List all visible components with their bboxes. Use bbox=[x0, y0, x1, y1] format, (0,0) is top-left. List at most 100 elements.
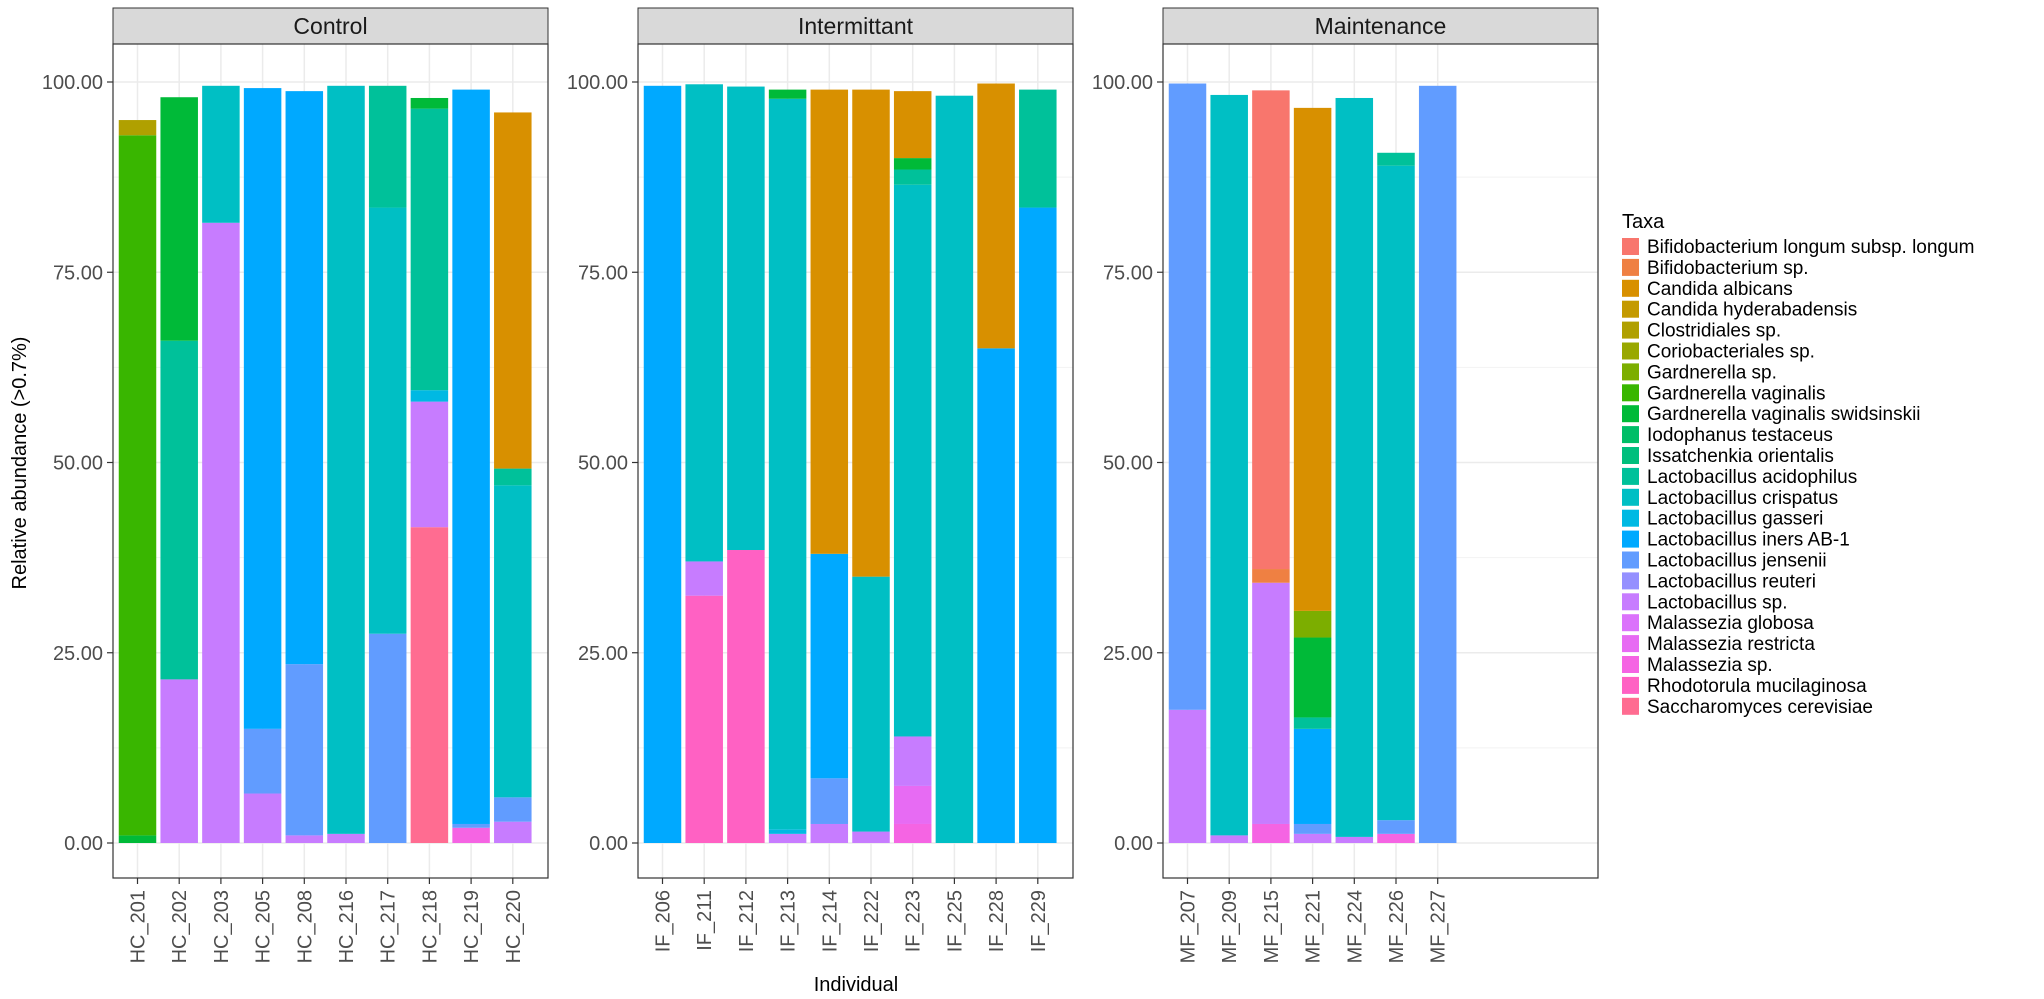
y-tick-label: 100.00 bbox=[567, 72, 628, 94]
x-tick-label: HC_219 bbox=[461, 890, 483, 963]
x-tick-label: IF_222 bbox=[861, 890, 883, 952]
panel-border bbox=[637, 43, 1074, 879]
x-tick-label: HC_205 bbox=[253, 890, 275, 963]
bar-segment bbox=[893, 823, 932, 843]
bar-segment bbox=[810, 778, 849, 824]
legend-label: Malassezia sp. bbox=[1647, 655, 1773, 676]
legend-swatch bbox=[1622, 614, 1639, 632]
x-tick-label: MF_221 bbox=[1303, 890, 1325, 963]
bar-segment bbox=[1168, 83, 1207, 710]
legend-swatch bbox=[1622, 426, 1639, 444]
y-tick-label: 25.00 bbox=[1103, 643, 1153, 665]
bar-segment bbox=[1019, 89, 1057, 208]
bar-segment bbox=[494, 485, 532, 798]
legend-swatch bbox=[1622, 488, 1639, 506]
bar-segment bbox=[1293, 107, 1332, 611]
bar-segment bbox=[685, 595, 723, 843]
bar-segment bbox=[685, 561, 723, 596]
y-tick-label: 100.00 bbox=[42, 72, 103, 94]
bar-segment bbox=[410, 401, 449, 528]
bar-segment bbox=[410, 527, 449, 843]
y-tick-label: 50.00 bbox=[578, 453, 628, 475]
bar-segment bbox=[327, 85, 365, 834]
bar-segment bbox=[285, 91, 324, 665]
x-tick-label: IF_206 bbox=[653, 890, 675, 952]
panel-title: Intermittant bbox=[798, 13, 914, 39]
legend-label: Malassezia restricta bbox=[1647, 634, 1815, 655]
y-tick-label: 50.00 bbox=[1103, 453, 1153, 475]
bar-segment bbox=[160, 97, 198, 341]
legend-label: Gardnerella vaginalis swidsinskii bbox=[1647, 404, 1921, 425]
panel-title: Maintenance bbox=[1315, 13, 1447, 39]
legend-swatch bbox=[1622, 572, 1639, 590]
legend-label: Candida albicans bbox=[1647, 279, 1793, 300]
legend-swatch bbox=[1622, 258, 1639, 276]
bar-segment bbox=[893, 158, 932, 170]
legend-swatch bbox=[1622, 447, 1639, 464]
bar-segment bbox=[1252, 582, 1290, 824]
legend-label: Saccharomyces cerevisiae bbox=[1647, 697, 1873, 718]
bar-segment bbox=[1019, 207, 1057, 843]
bar-segment bbox=[410, 108, 449, 391]
bar-segment bbox=[452, 827, 490, 843]
panel-strip bbox=[1162, 7, 1599, 45]
bar-segment bbox=[202, 85, 240, 223]
bar-segment bbox=[810, 823, 849, 843]
legend-label: Lactobacillus jensenii bbox=[1647, 551, 1827, 572]
legend-label: Issatchenkia orientalis bbox=[1647, 446, 1834, 467]
legend-swatch bbox=[1622, 551, 1639, 569]
bar-segment bbox=[1252, 823, 1290, 843]
x-tick-label: HC_202 bbox=[169, 890, 191, 963]
y-axis-title: Relative abundance (>0.7%) bbox=[9, 337, 31, 590]
bar-segment bbox=[494, 821, 532, 843]
legend-swatch bbox=[1622, 384, 1639, 402]
y-tick-label: 0.00 bbox=[589, 833, 628, 855]
panel-title: Control bbox=[293, 13, 367, 39]
legend-title: Taxa bbox=[1622, 211, 1665, 233]
bar-segment bbox=[1210, 835, 1248, 843]
bar-segment bbox=[1293, 823, 1332, 834]
legend-swatch bbox=[1622, 279, 1639, 297]
legend-swatch bbox=[1622, 530, 1639, 548]
y-tick-label: 25.00 bbox=[53, 643, 103, 665]
bar-segment bbox=[810, 89, 849, 554]
bar-segment bbox=[118, 835, 157, 843]
bar-segment bbox=[243, 793, 282, 843]
x-tick-label: MF_215 bbox=[1261, 890, 1283, 963]
x-tick-label: MF_227 bbox=[1428, 890, 1450, 963]
bar-segment bbox=[368, 633, 407, 843]
bar-segment bbox=[768, 98, 807, 830]
legend-swatch bbox=[1622, 342, 1639, 360]
bar-segment bbox=[1335, 836, 1374, 843]
x-tick-label: IF_214 bbox=[819, 890, 841, 952]
bar-segment bbox=[1210, 94, 1248, 836]
legend-label: Malassezia globosa bbox=[1647, 613, 1814, 634]
y-tick-label: 50.00 bbox=[53, 453, 103, 475]
bar-segment bbox=[893, 91, 932, 159]
legend-label: Iodophanus testaceus bbox=[1647, 425, 1833, 446]
bar-segment bbox=[243, 88, 282, 729]
x-tick-label: HC_201 bbox=[128, 890, 150, 963]
legend-swatch bbox=[1622, 363, 1639, 381]
legend-swatch bbox=[1622, 656, 1639, 673]
legend-label: Rhodotorula mucilaginosa bbox=[1647, 676, 1867, 697]
legend-swatch bbox=[1622, 405, 1639, 423]
x-tick-label: HC_220 bbox=[503, 890, 525, 963]
legend-label: Bifidobacterium longum subsp. longum bbox=[1647, 237, 1974, 258]
bar-segment bbox=[1293, 610, 1332, 638]
bar-segment bbox=[852, 831, 890, 843]
x-tick-label: MF_224 bbox=[1344, 890, 1366, 963]
bar-segment bbox=[1168, 709, 1207, 843]
y-tick-label: 100.00 bbox=[1092, 72, 1153, 94]
bar-segment bbox=[977, 83, 1015, 349]
y-tick-label: 25.00 bbox=[578, 643, 628, 665]
bar-segment bbox=[1377, 152, 1415, 166]
legend-swatch bbox=[1622, 635, 1639, 653]
bar-segment bbox=[852, 576, 890, 832]
x-tick-label: HC_216 bbox=[336, 890, 358, 963]
bar-segment bbox=[768, 89, 807, 99]
bar-segment bbox=[452, 89, 490, 824]
panel-strip bbox=[112, 7, 549, 45]
legend-swatch bbox=[1622, 321, 1639, 339]
legend-label: Gardnerella sp. bbox=[1647, 362, 1777, 383]
